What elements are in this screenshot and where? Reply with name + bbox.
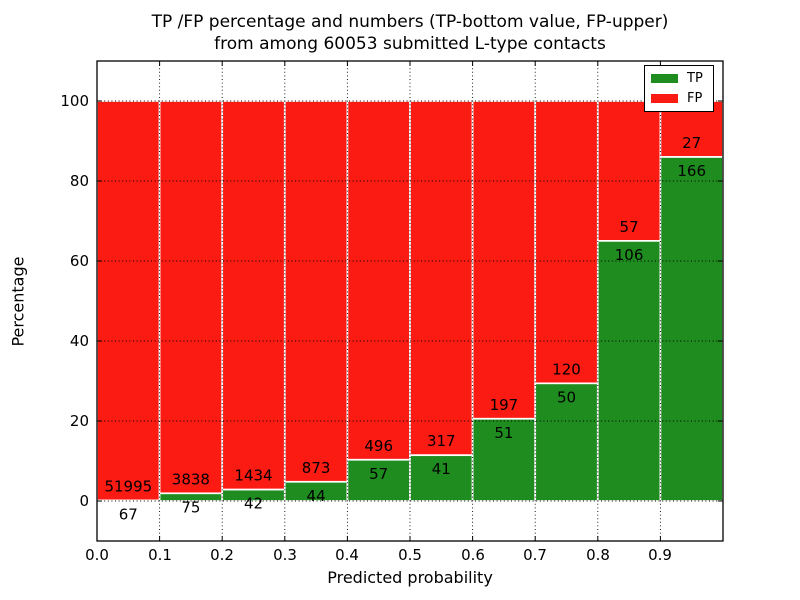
fp-count-label: 496 [364,437,393,455]
fp-bar-segment [471,100,537,420]
legend-item-tp: TP [651,72,713,86]
tp-count-label: 57 [369,465,388,483]
tp-bar-segment [96,499,161,502]
tp-count-label: 50 [557,388,576,406]
y-tick-label: 40 [69,332,89,350]
x-tick-label: 0.7 [523,546,547,564]
fp-bar-segment [221,100,286,491]
tp-bar-segment [471,417,537,502]
fp-bar-segment [596,100,662,242]
x-axis-label: Predicted probability [327,568,493,587]
tp-bar-segment [534,382,599,502]
tp-bar-segment [409,454,474,502]
tp-bar-segment [659,156,724,502]
tp-count-label: 44 [307,487,326,505]
x-tick-label: 0.8 [586,546,610,564]
fp-count-label: 120 [552,360,581,378]
tp-count-label: 67 [119,505,138,523]
tp-count-label: 42 [244,495,263,513]
fp-bar-segment [283,100,349,483]
fp-count-label: 197 [490,396,519,414]
chart-title: TP /FP percentage and numbers (TP-bottom… [97,11,723,55]
tp-count-label: 41 [432,460,451,478]
plot-frame [96,60,724,542]
fp-bar-segment [409,100,474,457]
fp-count-label: 51995 [104,477,152,495]
fp-count-label: 317 [427,432,456,450]
fp-count-label: 873 [302,459,331,477]
tp-count-label: 106 [615,246,644,264]
tp-count-label: 166 [677,162,706,180]
x-tick-label: 0.9 [648,546,672,564]
y-tick-label: 100 [60,92,89,110]
tp-bar-segment [596,240,662,502]
tp-count-label: 75 [181,498,200,516]
y-tick-label: 0 [79,492,89,510]
x-tick-label: 0.1 [148,546,172,564]
legend-label-tp: TP [687,71,703,87]
legend-item-fp: FP [651,91,713,105]
x-tick-label: 0.5 [398,546,422,564]
y-tick-label: 80 [69,172,89,190]
x-tick-label: 0.6 [461,546,485,564]
legend: TP FP [644,65,714,112]
title-line-2: from among 60053 submitted L-type contac… [214,34,606,54]
fp-count-label: 3838 [172,470,210,488]
x-tick-label: 0.3 [273,546,297,564]
fp-bar-segment [96,100,161,502]
fp-bar-segment [158,100,224,495]
y-axis-label: Percentage [8,256,28,347]
x-tick-label: 0.4 [335,546,359,564]
title-line-1: TP /FP percentage and numbers (TP-bottom… [151,12,669,32]
fp-bar-segment [346,100,411,461]
y-tick-label: 20 [69,412,89,430]
fp-color-swatch [651,93,678,103]
fp-count-label: 27 [682,134,701,152]
fp-bar-segment [534,100,599,385]
tp-color-swatch [651,74,678,84]
fp-count-label: 1434 [234,467,272,485]
fp-count-label: 57 [620,218,639,236]
legend-label-fp: FP [687,90,703,106]
x-tick-label: 0.2 [210,546,234,564]
y-tick-label: 60 [69,252,89,270]
tp-count-label: 51 [494,424,513,442]
x-tick-label: 0.0 [85,546,109,564]
